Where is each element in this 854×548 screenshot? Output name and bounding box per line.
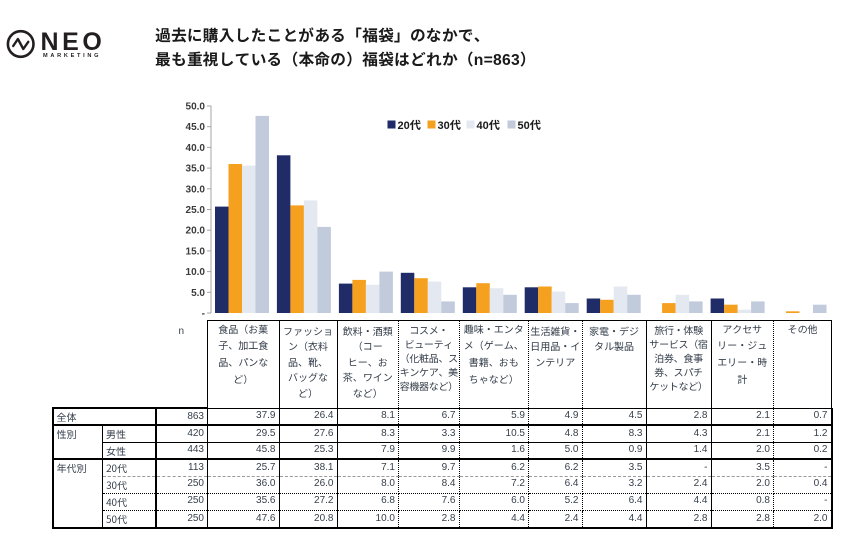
svg-text:35.0: 35.0	[186, 164, 206, 175]
svg-text:15.0: 15.0	[186, 246, 206, 257]
svg-text:10.0: 10.0	[186, 267, 206, 278]
svg-text:NEO: NEO	[41, 28, 106, 56]
svg-text:40代: 40代	[477, 119, 500, 132]
svg-text:45.0: 45.0	[186, 122, 206, 133]
svg-text:50代: 50代	[518, 119, 541, 132]
svg-text:MARKETING: MARKETING	[43, 53, 101, 59]
svg-text:30.0: 30.0	[186, 184, 206, 195]
svg-text:25.0: 25.0	[186, 205, 206, 216]
svg-text:5.0: 5.0	[191, 288, 205, 299]
svg-text:50.0: 50.0	[186, 102, 206, 113]
svg-text:-: -	[202, 309, 205, 320]
svg-text:20.0: 20.0	[186, 226, 206, 237]
svg-text:40.0: 40.0	[186, 143, 206, 154]
svg-text:20代: 20代	[398, 119, 421, 132]
svg-text:30代: 30代	[438, 119, 461, 132]
